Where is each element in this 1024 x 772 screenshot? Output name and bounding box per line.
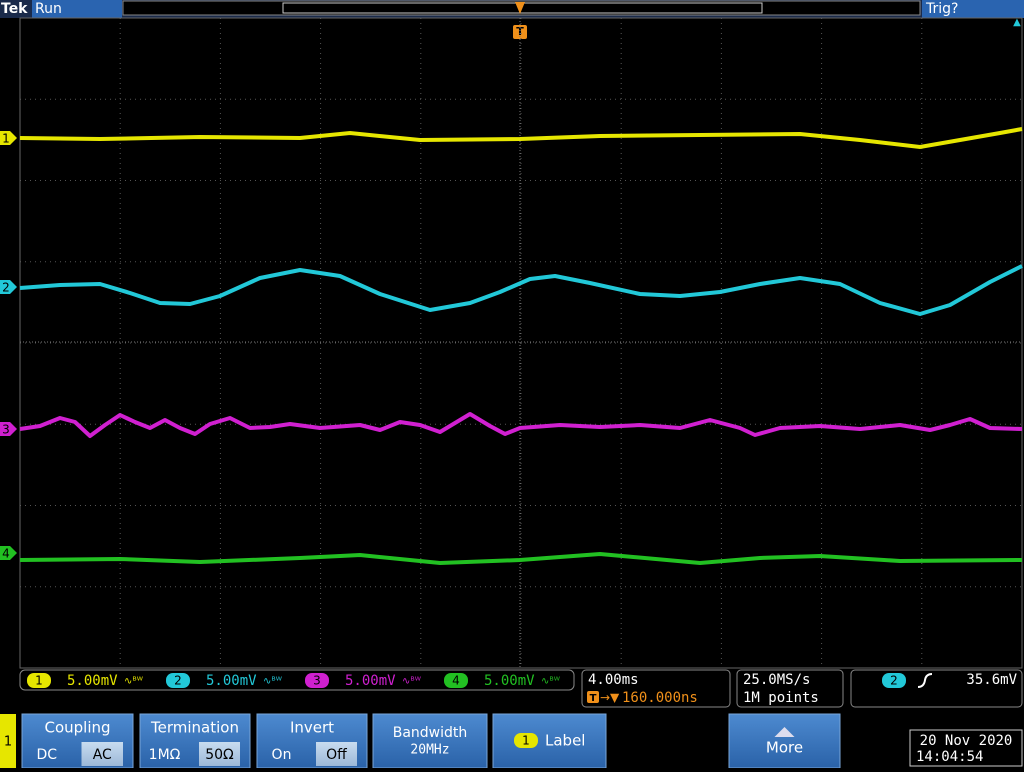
run-state-bg bbox=[32, 0, 122, 18]
menu-option[interactable]: Off bbox=[326, 747, 347, 763]
label-channel-badge bbox=[514, 733, 538, 748]
delay-icon-bg bbox=[587, 691, 599, 703]
trigger-level-arrow: ▲ bbox=[1013, 17, 1021, 28]
bandwidth-icon: ∿ᴮᵂ bbox=[124, 676, 144, 687]
acquisition-box bbox=[736, 669, 844, 708]
menu-option-selected bbox=[199, 742, 240, 766]
label-channel: 1 bbox=[522, 734, 530, 748]
menu-channel-tab bbox=[0, 714, 16, 768]
menu-button[interactable] bbox=[728, 713, 841, 769]
date: 20 Nov 2020 bbox=[920, 733, 1013, 749]
trigger-source: 2 bbox=[890, 674, 898, 688]
brand: Tek bbox=[1, 1, 28, 17]
readout-channel-badge bbox=[444, 673, 468, 688]
trace-ch2 bbox=[19, 264, 1023, 316]
bottom-menu: Coupling DC AC Termination 1MΩ 50Ω Invert On Off… bbox=[21, 713, 841, 769]
menu-button-label: More bbox=[766, 739, 803, 757]
readout-channel-badge bbox=[305, 673, 329, 688]
menu-button-label: Termination bbox=[150, 719, 239, 737]
menu-option[interactable]: 50Ω bbox=[205, 747, 234, 763]
record-length: 1M points bbox=[743, 690, 819, 706]
menu-option[interactable]: 1MΩ bbox=[149, 747, 181, 763]
trigger-position-icon bbox=[515, 2, 525, 14]
trace-ch1 bbox=[19, 127, 1023, 150]
trigger-marker: T bbox=[516, 25, 524, 38]
delay-arrow: →▼ bbox=[600, 691, 620, 705]
trigger-status: Trig? bbox=[925, 1, 958, 17]
graticule bbox=[19, 17, 1023, 669]
channel-marker-badge bbox=[0, 422, 17, 436]
datetime-box bbox=[909, 729, 1023, 767]
channel-markers: 1 2 3 4 bbox=[0, 131, 17, 561]
menu-button-value: 20MHz bbox=[410, 743, 449, 758]
graticule-border bbox=[19, 17, 1023, 669]
menu-channel: 1 bbox=[4, 735, 12, 750]
trigger-slope-icon bbox=[917, 673, 933, 688]
menu-button[interactable] bbox=[372, 713, 488, 769]
channel-readouts: 1 5.00mV ∿ᴮᵂ 2 5.00mV ∿ᴮᵂ 3 5.00mV ∿ᴮᵂ 4 5.00mV ∿ᴮᵂ bbox=[27, 673, 561, 689]
trigger-source-badge bbox=[882, 673, 906, 688]
menu-button-label: Bandwidth bbox=[393, 725, 468, 741]
readout-scale: 5.00mV bbox=[67, 673, 118, 689]
time: 14:04:54 bbox=[916, 749, 983, 765]
readout-scale: 5.00mV bbox=[206, 673, 257, 689]
menu-button-label: Label bbox=[545, 732, 585, 750]
channel-readout-box bbox=[19, 669, 575, 691]
trigger-level: 35.6mV bbox=[966, 672, 1017, 688]
horizontal-box bbox=[581, 669, 731, 708]
channel-marker-badge bbox=[0, 546, 17, 560]
channel-marker-badge bbox=[0, 131, 17, 145]
channel-marker: 1 bbox=[2, 132, 10, 146]
readout-channel-badge bbox=[166, 673, 190, 688]
readout-scale: 5.00mV bbox=[345, 673, 396, 689]
trace-ch3 bbox=[19, 412, 1023, 438]
horizontal-delay: 160.000ns bbox=[622, 690, 698, 706]
menu-option[interactable]: DC bbox=[36, 747, 57, 763]
trace-ch4 bbox=[19, 551, 1023, 566]
trigger-marker-bg bbox=[513, 25, 527, 39]
menu-option[interactable]: On bbox=[272, 747, 292, 763]
more-arrow bbox=[774, 727, 795, 737]
channel-marker: 3 bbox=[2, 423, 10, 437]
delay-trigger-icon: T bbox=[590, 693, 597, 704]
channel-marker: 2 bbox=[2, 281, 10, 295]
run-state: Run bbox=[35, 1, 62, 17]
trigger-status-bg bbox=[922, 0, 1024, 18]
channel-marker-badge bbox=[0, 280, 17, 294]
bandwidth-icon: ∿ᴮᵂ bbox=[402, 676, 422, 687]
readout-channel-badge bbox=[27, 673, 51, 688]
menu-option[interactable]: AC bbox=[93, 747, 112, 763]
bandwidth-icon: ∿ᴮᵂ bbox=[541, 676, 561, 687]
readout-channel: 2 bbox=[174, 674, 182, 688]
menu-button-label: Invert bbox=[290, 719, 334, 737]
readout-channel: 3 bbox=[313, 674, 321, 688]
bandwidth-icon: ∿ᴮᵂ bbox=[263, 676, 283, 687]
readout-channel: 1 bbox=[35, 674, 43, 688]
menu-button-label: Coupling bbox=[44, 719, 110, 737]
horizontal-scale: 4.00ms bbox=[588, 672, 639, 688]
menu-option-selected bbox=[81, 742, 123, 766]
menu-option-selected bbox=[316, 742, 357, 766]
menu-button[interactable] bbox=[492, 713, 607, 769]
sample-rate: 25.0MS/s bbox=[743, 672, 810, 688]
readout-scale: 5.00mV bbox=[484, 673, 535, 689]
readout-channel: 4 bbox=[452, 674, 460, 688]
channel-marker: 4 bbox=[2, 547, 10, 561]
